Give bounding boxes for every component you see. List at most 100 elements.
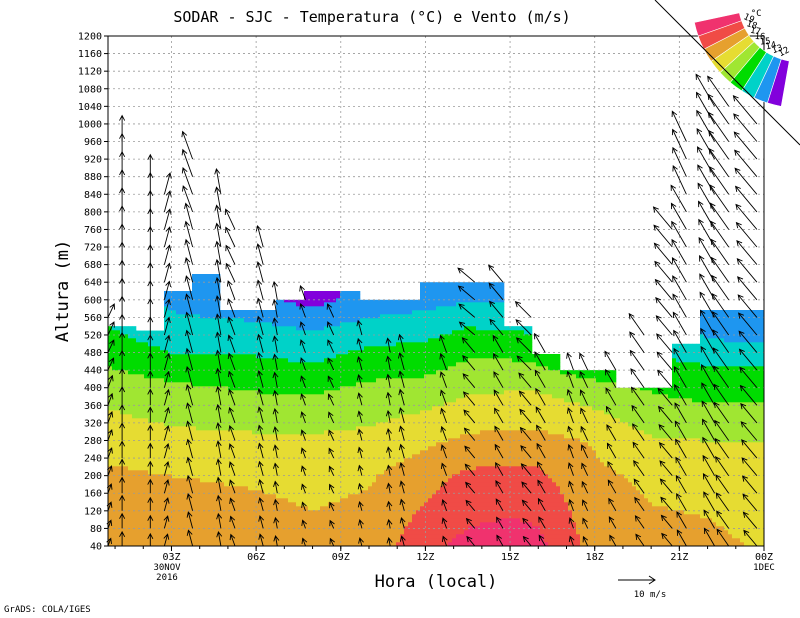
temperature-cell	[352, 494, 357, 499]
temperature-cell	[400, 322, 405, 327]
temperature-cell	[132, 482, 137, 487]
temperature-cell	[272, 386, 277, 391]
temperature-cell	[280, 490, 285, 495]
temperature-cell	[140, 490, 145, 495]
temperature-cell	[380, 526, 385, 531]
temperature-cell	[136, 354, 141, 359]
temperature-cell	[388, 302, 393, 307]
temperature-cell	[384, 382, 389, 387]
temperature-cell	[188, 390, 193, 395]
temperature-cell	[212, 338, 217, 343]
temperature-cell	[332, 470, 337, 475]
temperature-cell	[196, 522, 201, 527]
temperature-cell	[396, 374, 401, 379]
temperature-cell	[340, 442, 345, 447]
temperature-cell	[316, 338, 321, 343]
temperature-cell	[376, 510, 381, 515]
temperature-cell	[140, 454, 145, 459]
temperature-cell	[424, 386, 429, 391]
temperature-cell	[164, 406, 169, 411]
temperature-cell	[188, 470, 193, 475]
temperature-cell	[352, 462, 357, 467]
temperature-cell	[388, 398, 393, 403]
temperature-cell	[196, 334, 201, 339]
temperature-cell	[416, 366, 421, 371]
temperature-cell	[368, 526, 373, 531]
temperature-cell	[412, 430, 417, 435]
temperature-cell	[352, 474, 357, 479]
temperature-cell	[112, 434, 117, 439]
temperature-cell	[268, 502, 273, 507]
temperature-cell	[196, 382, 201, 387]
temperature-cell	[248, 390, 253, 395]
temperature-cell	[152, 466, 157, 471]
temperature-cell	[172, 390, 177, 395]
temperature-cell	[404, 426, 409, 431]
temperature-cell	[160, 474, 165, 479]
temperature-cell	[164, 542, 169, 547]
temperature-cell	[188, 450, 193, 455]
temperature-cell	[188, 490, 193, 495]
temperature-cell	[284, 386, 289, 391]
temperature-cell	[156, 518, 161, 523]
temperature-cell	[300, 406, 305, 411]
temperature-cell	[112, 374, 117, 379]
temperature-cell	[336, 498, 341, 503]
temperature-cell	[144, 406, 149, 411]
temperature-cell	[360, 366, 365, 371]
temperature-cell	[236, 386, 241, 391]
temperature-cell	[344, 450, 349, 455]
temperature-cell	[156, 494, 161, 499]
temperature-cell	[428, 366, 433, 371]
temperature-cell	[432, 534, 437, 539]
temperature-cell	[360, 346, 365, 351]
temperature-cell	[348, 378, 353, 383]
temperature-cell	[368, 390, 373, 395]
temperature-cell	[164, 322, 169, 327]
temperature-cell	[292, 354, 297, 359]
temperature-cell	[412, 322, 417, 327]
temperature-cell	[208, 350, 213, 355]
temperature-cell	[256, 450, 261, 455]
temperature-cell	[280, 426, 285, 431]
temperature-cell	[380, 478, 385, 483]
temperature-cell	[140, 474, 145, 479]
temperature-cell	[284, 462, 289, 467]
temperature-cell	[320, 318, 325, 323]
temperature-cell	[384, 402, 389, 407]
temperature-cell	[412, 330, 417, 335]
temperature-cell	[292, 406, 297, 411]
temperature-cell	[176, 302, 181, 307]
temperature-cell	[412, 350, 417, 355]
temperature-cell	[416, 390, 421, 395]
temperature-cell	[364, 510, 369, 515]
temperature-cell	[116, 370, 121, 375]
temperature-cell	[204, 346, 209, 351]
temperature-cell	[276, 382, 281, 387]
temperature-cell	[392, 350, 397, 355]
temperature-cell	[168, 362, 173, 367]
temperature-cell	[392, 458, 397, 463]
temperature-cell	[204, 490, 209, 495]
temperature-cell	[152, 406, 157, 411]
temperature-cell	[252, 518, 257, 523]
temperature-cell	[140, 502, 145, 507]
temperature-cell	[232, 334, 237, 339]
temperature-cell	[188, 402, 193, 407]
temperature-cell	[228, 350, 233, 355]
temperature-cell	[164, 530, 169, 535]
temperature-cell	[224, 326, 229, 331]
temperature-cell	[176, 322, 181, 327]
temperature-cell	[228, 322, 233, 327]
temperature-cell	[288, 362, 293, 367]
temperature-cell	[108, 498, 113, 503]
temperature-cell	[268, 526, 273, 531]
temperature-cell	[380, 390, 385, 395]
temperature-cell	[204, 370, 209, 375]
temperature-cell	[288, 470, 293, 475]
temperature-cell	[152, 402, 157, 407]
temperature-cell	[268, 350, 273, 355]
temperature-cell	[192, 506, 197, 511]
temperature-cell	[428, 446, 433, 451]
temperature-cell	[236, 390, 241, 395]
